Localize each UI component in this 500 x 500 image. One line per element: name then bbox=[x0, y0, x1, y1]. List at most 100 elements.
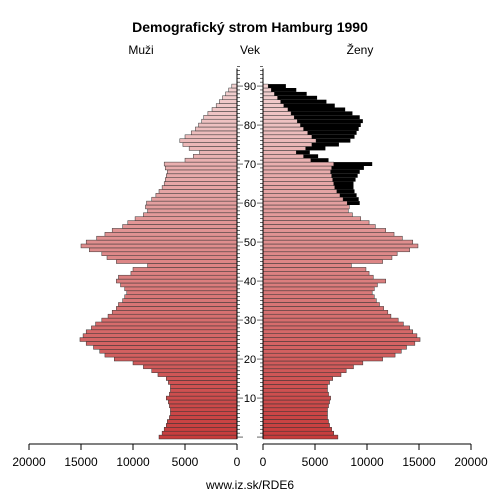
male-bar-age-55 bbox=[127, 220, 238, 225]
left-axis-tick-label: 0 bbox=[234, 455, 241, 469]
male-bar-age-54 bbox=[122, 224, 238, 229]
age-tick-label: 50 bbox=[244, 237, 256, 249]
male-bar-age-70 bbox=[163, 161, 238, 167]
female-bar-age-3 bbox=[262, 423, 330, 428]
male-bar-age-68 bbox=[167, 169, 238, 175]
female-excess-bar-age-64 bbox=[334, 185, 354, 190]
male-bar-age-12 bbox=[170, 388, 238, 393]
male-bar-age-43 bbox=[132, 267, 238, 272]
female-excess-bar-age-85 bbox=[283, 103, 335, 108]
female-excess-bar-age-77 bbox=[311, 134, 355, 139]
female-bar-age-24 bbox=[262, 341, 416, 346]
male-bar-age-50 bbox=[85, 239, 238, 245]
male-bar-age-86 bbox=[219, 99, 238, 104]
female-bar-age-48 bbox=[262, 247, 410, 253]
female-bar-age-53 bbox=[262, 228, 386, 233]
female-bar-age-75 bbox=[262, 142, 313, 147]
female-bar-age-47 bbox=[262, 251, 398, 256]
age-tick-label: 80 bbox=[244, 120, 256, 132]
age-tick-label: 10 bbox=[244, 393, 256, 405]
male-bar-age-74 bbox=[188, 146, 238, 151]
left-axis-tick-label: 20000 bbox=[12, 455, 46, 469]
female-bar-age-58 bbox=[262, 208, 349, 214]
male-bar-age-32 bbox=[111, 310, 238, 315]
female-bar-age-73 bbox=[262, 150, 297, 155]
female-excess-bar-age-76 bbox=[316, 138, 351, 143]
male-bar-age-72 bbox=[193, 154, 238, 159]
female-bar-age-46 bbox=[262, 255, 393, 260]
male-bar-age-73 bbox=[199, 150, 238, 155]
male-bar-age-24 bbox=[85, 341, 238, 346]
female-label: Ženy bbox=[347, 42, 374, 57]
male-bar-age-60 bbox=[146, 200, 238, 206]
female-bar-age-70 bbox=[262, 161, 334, 167]
female-excess-bar-age-83 bbox=[291, 111, 353, 116]
female-excess-bar-age-87 bbox=[277, 95, 318, 100]
male-bar-age-84 bbox=[211, 107, 238, 112]
male-bar-age-6 bbox=[170, 411, 238, 416]
female-bar-age-61 bbox=[262, 196, 344, 202]
male-bar-age-67 bbox=[166, 173, 238, 178]
female-bar-age-82 bbox=[262, 115, 295, 120]
male-bar-age-18 bbox=[143, 364, 238, 370]
male-bar-age-36 bbox=[124, 294, 238, 299]
female-bar-age-90 bbox=[262, 83, 269, 89]
male-bar-age-87 bbox=[222, 95, 238, 100]
female-bar-age-85 bbox=[262, 103, 285, 108]
male-bar-age-19 bbox=[132, 360, 238, 366]
male-bar-age-66 bbox=[164, 177, 238, 182]
female-bar-age-41 bbox=[262, 274, 374, 280]
male-bar-age-47 bbox=[101, 251, 238, 256]
female-bar-age-43 bbox=[262, 267, 367, 272]
female-bar-age-36 bbox=[262, 294, 375, 299]
male-bar-age-15 bbox=[166, 376, 238, 381]
female-bar-age-7 bbox=[262, 407, 328, 412]
female-bar-age-12 bbox=[262, 388, 328, 393]
male-bar-age-37 bbox=[126, 290, 238, 295]
female-bar-age-69 bbox=[262, 165, 332, 171]
male-bar-age-75 bbox=[182, 142, 238, 147]
female-bar-age-78 bbox=[262, 130, 308, 136]
female-excess-bar-age-73 bbox=[296, 150, 310, 155]
female-bar-age-17 bbox=[262, 368, 347, 373]
female-bar-age-8 bbox=[262, 403, 329, 409]
female-bar-age-37 bbox=[262, 290, 373, 295]
x-axis-right: 0 5000 10000 15000 20000 bbox=[260, 443, 488, 469]
female-bar-age-79 bbox=[262, 126, 304, 132]
female-bar-age-19 bbox=[262, 360, 364, 366]
male-bar-age-41 bbox=[118, 274, 238, 280]
male-bar-age-52 bbox=[104, 232, 238, 237]
female-bar-age-57 bbox=[262, 212, 353, 217]
male-bar-age-81 bbox=[201, 118, 238, 124]
male-bar-age-25 bbox=[79, 337, 238, 342]
female-bar-age-13 bbox=[262, 384, 328, 389]
male-bar-age-59 bbox=[145, 204, 238, 210]
source-footer: www.iz.sk/RDE6 bbox=[205, 478, 294, 492]
female-excess-bar-age-71 bbox=[310, 158, 329, 163]
right-axis-tick-label: 5000 bbox=[302, 455, 329, 469]
right-axis-tick-label: 20000 bbox=[454, 455, 488, 469]
female-excess-bar-age-80 bbox=[300, 123, 361, 127]
male-bar-age-7 bbox=[170, 407, 238, 412]
female-bar-age-5 bbox=[262, 415, 328, 420]
male-bar-age-79 bbox=[195, 126, 238, 132]
female-excess-bar-age-74 bbox=[305, 146, 326, 151]
female-bar-age-23 bbox=[262, 345, 407, 350]
female-bar-age-67 bbox=[262, 173, 332, 178]
female-bar-age-30 bbox=[262, 317, 399, 323]
female-bar-age-21 bbox=[262, 352, 396, 358]
female-bar-age-50 bbox=[262, 239, 414, 245]
female-excess-bar-age-78 bbox=[307, 130, 357, 135]
female-bar-age-31 bbox=[262, 313, 392, 319]
female-bar-age-59 bbox=[262, 204, 350, 210]
female-bar-age-76 bbox=[262, 138, 317, 143]
female-excess-bar-age-88 bbox=[274, 91, 307, 96]
male-bar-age-33 bbox=[116, 306, 238, 311]
female-bars bbox=[262, 83, 421, 440]
female-bar-age-80 bbox=[262, 122, 301, 128]
female-bar-age-2 bbox=[262, 427, 332, 432]
female-bar-age-72 bbox=[262, 154, 304, 159]
female-bar-age-84 bbox=[262, 107, 289, 112]
female-bar-age-25 bbox=[262, 337, 421, 342]
